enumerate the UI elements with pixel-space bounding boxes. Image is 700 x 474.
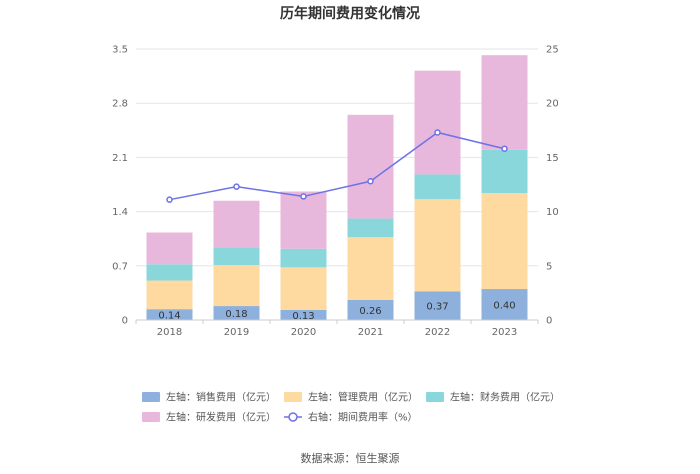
legend-label: 左轴：财务费用（亿元） (450, 391, 560, 404)
rate-line-series (166, 129, 508, 203)
bar-segment-4-2019 (213, 200, 260, 248)
legend-item: 左轴：研发费用（亿元） (142, 411, 276, 424)
bar-segment-2-2022 (414, 199, 461, 292)
bar-value-label: 0.14 (158, 311, 180, 322)
legend-swatch (426, 392, 444, 402)
grid-lines (136, 48, 538, 267)
right-tick-label: 25 (546, 45, 559, 56)
x-tick-label: 2022 (425, 327, 450, 338)
rate-point-2018 (166, 196, 173, 203)
bar-value-labels: 0.14 0.18 0.13 0.26 0.37 0.40 (158, 301, 515, 322)
legend-swatch (142, 412, 160, 422)
rate-point-2022 (434, 129, 441, 136)
right-tick-label: 20 (546, 99, 559, 110)
bar-value-label: 0.40 (493, 301, 515, 312)
legend-label: 左轴：研发费用（亿元） (166, 411, 276, 424)
left-tick-label: 2.1 (112, 153, 128, 164)
bar-segment-4-2023 (481, 55, 528, 150)
rate-point-2021 (367, 177, 374, 185)
legend-marker (288, 412, 298, 422)
bar-segment-3-2019 (213, 247, 260, 266)
bar-segment-3-2021 (347, 218, 394, 238)
legend-label: 左轴：管理费用（亿元） (308, 391, 418, 404)
bar-segment-2-2021 (347, 237, 394, 300)
right-axis: 0 5 10 15 20 25 (546, 45, 559, 327)
legend-swatch (284, 392, 302, 402)
left-tick-label: 3.5 (112, 45, 128, 56)
left-tick-label: 2.8 (112, 99, 128, 110)
bar-segment-3-2023 (481, 149, 528, 194)
bar-segment-4-2020 (280, 191, 327, 249)
bar-segment-2-2018 (146, 280, 193, 310)
x-tick-label: 2020 (291, 327, 316, 338)
bar-segment-1-2019 (213, 306, 260, 320)
left-tick-label: 0 (122, 316, 128, 327)
bar-segment-3-2022 (414, 174, 461, 200)
bar-value-label: 0.26 (359, 306, 381, 317)
left-tick-label: 0.7 (112, 261, 128, 272)
bar-segment-2-2019 (213, 265, 260, 307)
right-tick-label: 5 (546, 261, 552, 272)
bar-segment-1-2023 (481, 289, 528, 320)
bars (146, 55, 528, 320)
bar-segment-4-2021 (347, 114, 394, 219)
legend-item: 右轴：期间费用率（%） (284, 411, 418, 424)
x-tick-label: 2019 (224, 327, 249, 338)
bar-segment-3-2018 (146, 264, 193, 281)
x-tick-label: 2018 (157, 327, 182, 338)
rate-point-2019 (233, 183, 240, 190)
legend-label: 右轴：期间费用率（%） (308, 411, 418, 424)
bar-segment-1-2018 (146, 309, 193, 320)
legend-item: 左轴：财务费用（亿元） (426, 391, 560, 404)
bar-segment-2-2023 (481, 193, 528, 290)
legend-swatch (142, 392, 160, 402)
legend: 左轴：销售费用（亿元） 左轴：管理费用（亿元） 左轴：财务费用（亿元） 左轴：研发费用… (142, 391, 560, 424)
bar-segment-1-2022 (414, 291, 461, 320)
x-axis: 2018 2019 2020 2021 2022 2023 (135, 319, 539, 338)
source-note: 数据来源：恒生聚源 (301, 451, 400, 465)
bar-segment-2-2020 (280, 267, 327, 310)
rate-line (169, 131, 505, 201)
bar-segment-4-2018 (146, 232, 193, 265)
rate-point-2020 (300, 193, 307, 200)
left-axis: 0 0.7 1.4 2.1 2.8 3.5 (112, 45, 128, 327)
bar-value-label: 0.13 (292, 311, 314, 322)
legend-item: 左轴：销售费用（亿元） (142, 391, 276, 404)
bar-segment-3-2020 (280, 248, 327, 268)
left-tick-label: 1.4 (112, 207, 128, 218)
bar-segment-4-2022 (414, 70, 461, 175)
bar-segment-1-2021 (347, 299, 394, 320)
right-tick-label: 10 (546, 207, 559, 218)
legend-item: 左轴：管理费用（亿元） (284, 391, 418, 404)
right-tick-label: 0 (546, 316, 552, 327)
right-tick-label: 15 (546, 153, 559, 164)
x-tick-label: 2021 (358, 327, 383, 338)
bar-segment-1-2020 (280, 309, 327, 320)
chart-title: 历年期间费用变化情况 (280, 5, 420, 22)
rate-point-2023 (501, 145, 508, 152)
bar-value-label: 0.18 (225, 309, 247, 320)
x-tick-label: 2023 (492, 327, 517, 338)
bar-value-label: 0.37 (426, 302, 448, 313)
legend-label: 左轴：销售费用（亿元） (166, 391, 276, 404)
